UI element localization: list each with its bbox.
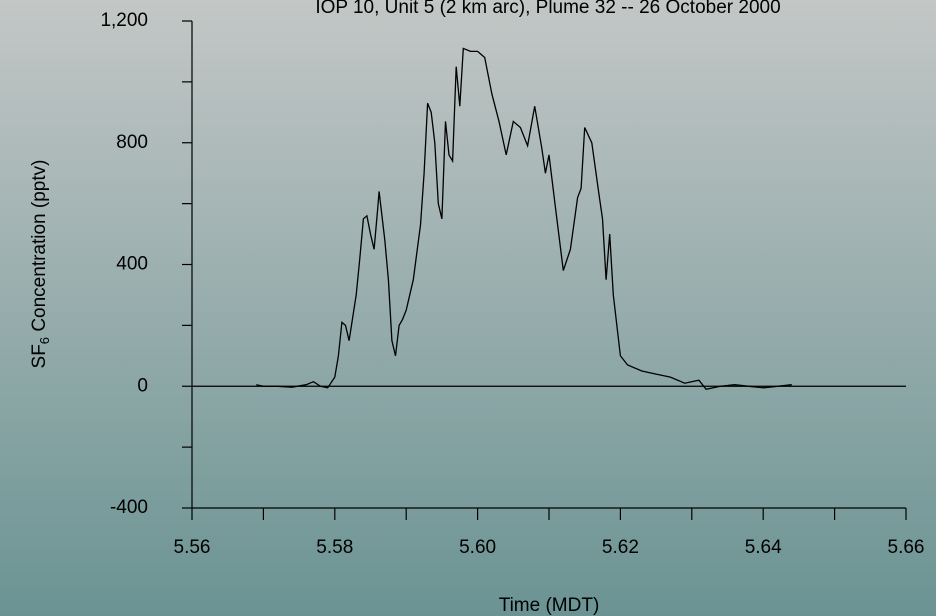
chart-title: IOP 10, Unit 5 (2 km arc), Plume 32 -- 2… bbox=[315, 0, 780, 18]
y-label-rest: Concentration (pptv) bbox=[29, 160, 50, 337]
x-tick-label: 5.58 bbox=[316, 537, 353, 558]
x-tick-label: 5.56 bbox=[174, 537, 211, 558]
y-tick-label: 1,200 bbox=[100, 10, 148, 31]
y-axis-label: SF6 Concentration (pptv) bbox=[29, 160, 52, 369]
y-label-sub: 6 bbox=[37, 337, 52, 344]
y-tick-label: 800 bbox=[116, 132, 148, 153]
x-tick-label: 5.64 bbox=[745, 537, 782, 558]
x-axis-label: Time (MDT) bbox=[499, 595, 600, 616]
x-tick-label: 5.66 bbox=[888, 537, 925, 558]
data-line bbox=[256, 47, 792, 391]
y-tick-label: 0 bbox=[137, 375, 148, 396]
y-tick-label: 400 bbox=[116, 254, 148, 275]
x-tick-label: 5.62 bbox=[602, 537, 639, 558]
y-label-main: SF bbox=[29, 344, 50, 368]
y-tick-label: -400 bbox=[110, 497, 148, 518]
x-tick-label: 5.60 bbox=[459, 537, 496, 558]
